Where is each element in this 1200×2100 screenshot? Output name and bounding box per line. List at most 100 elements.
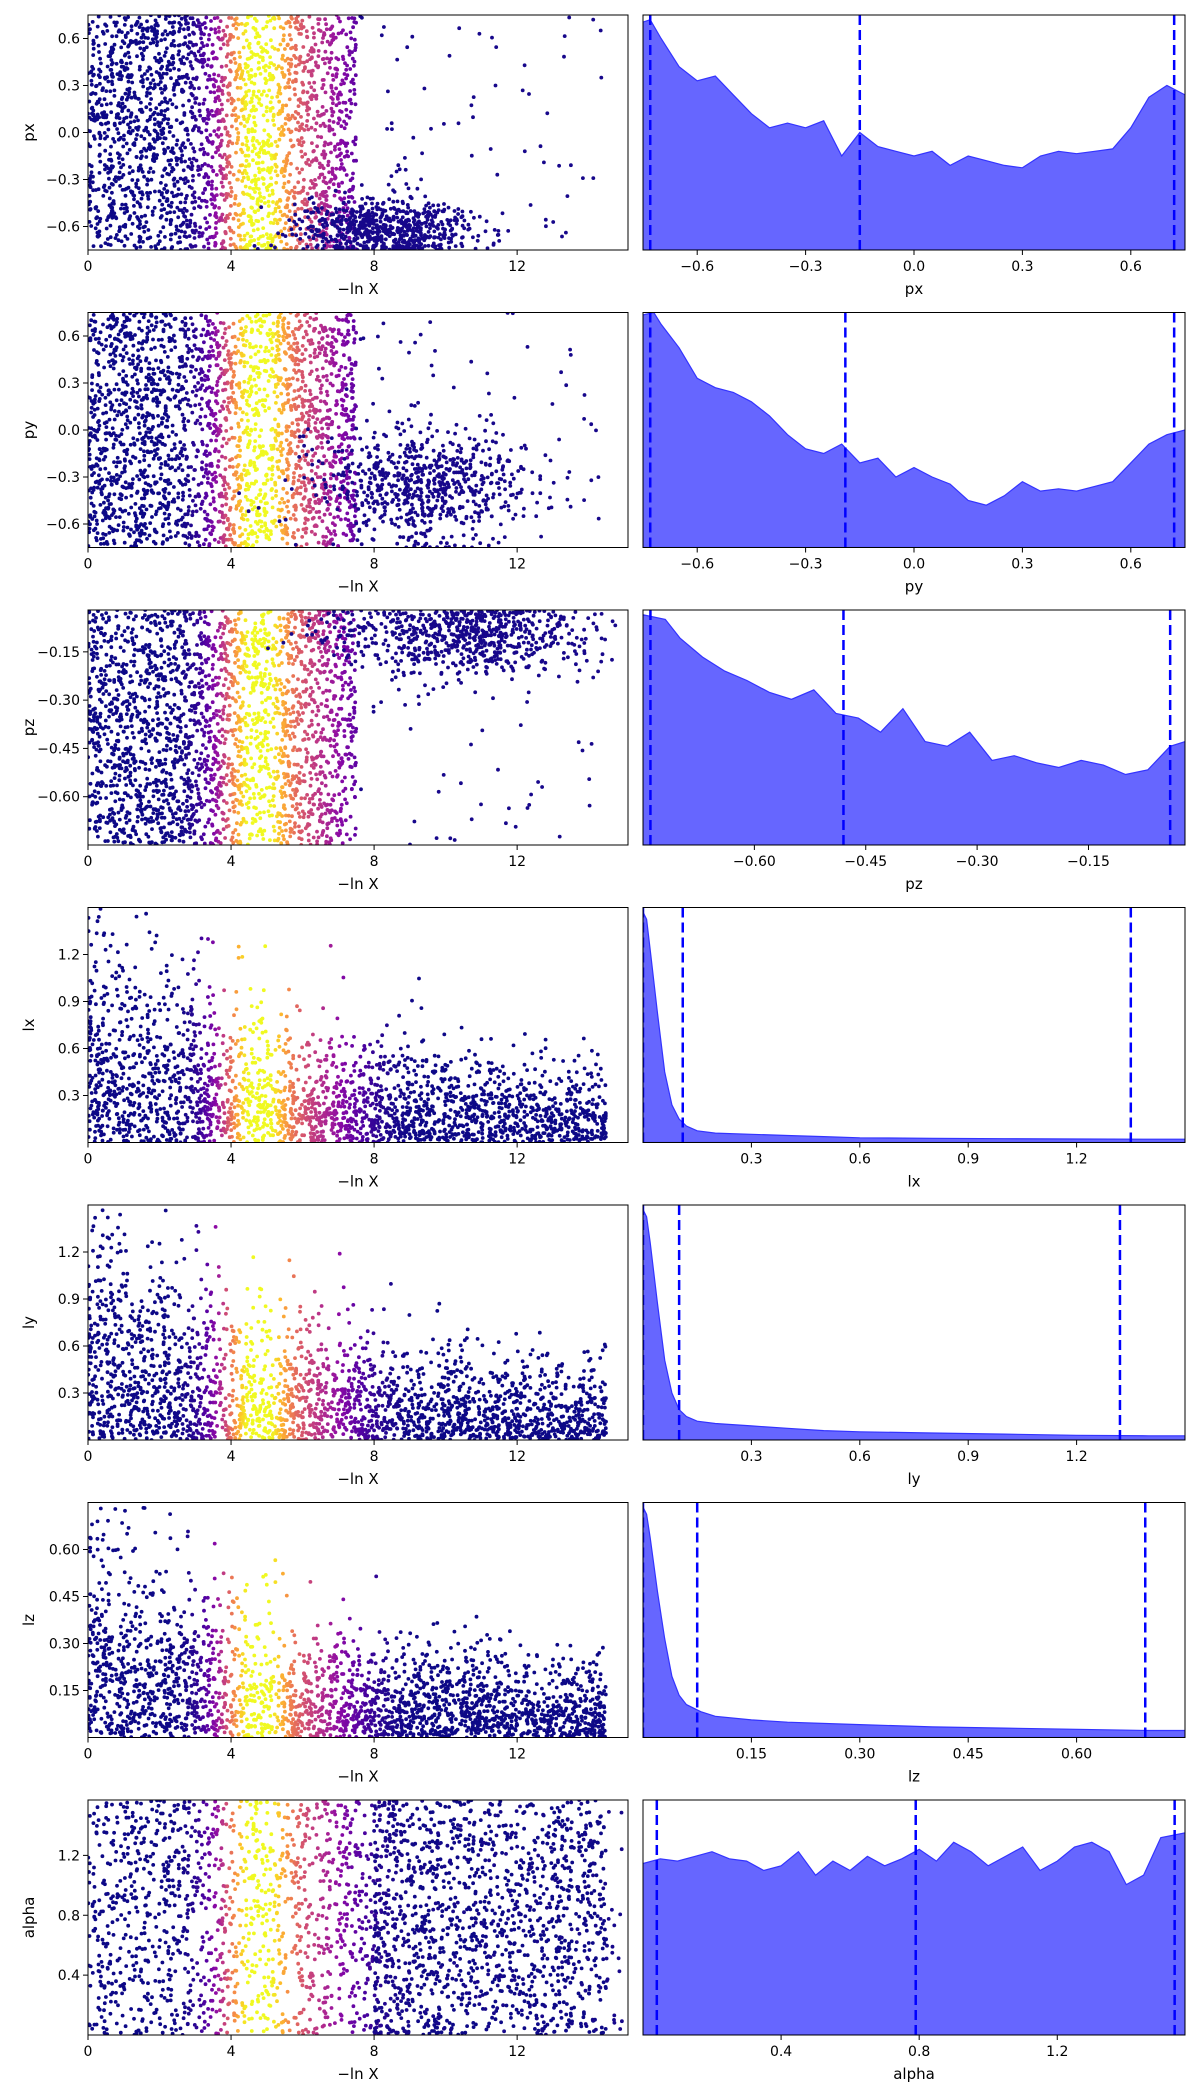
scatter-point [395,215,400,220]
scatter-point [220,454,224,459]
scatter-point [145,182,150,187]
scatter-point [125,237,130,241]
scatter-point [197,196,202,201]
scatter-point [350,385,354,390]
scatter-point [91,244,96,249]
scatter-point [269,38,273,43]
scatter-point [95,24,100,29]
scatter-point [97,171,102,175]
scatter-point [217,29,221,34]
scatter-point [208,426,213,430]
scatter-point [157,400,162,405]
scatter-point [325,334,330,338]
scatter-point [483,229,488,234]
scatter-point [175,205,180,210]
scatter-point [193,421,198,426]
scatter-point [299,485,303,490]
scatter-point [141,78,145,82]
scatter-point [157,60,162,65]
scatter-point [140,531,145,536]
scatter-point [165,189,170,194]
scatter-point [249,68,254,72]
scatter-point [244,135,249,140]
scatter-point [123,91,128,96]
scatter-point [357,223,362,228]
scatter-point [416,220,420,225]
scatter-point [168,162,172,167]
scatter-point [140,110,145,114]
scatter-point [567,15,572,20]
scatter-point [93,510,98,515]
scatter-point [165,211,170,216]
scatter-point [286,127,291,132]
scatter-point [314,183,318,187]
x-tick-label: 8 [370,259,379,275]
scatter-point [123,52,128,57]
scatter-point [187,234,192,239]
scatter-point [198,46,203,51]
scatter-point [317,161,322,166]
scatter-point [141,84,146,89]
scatter-point [326,163,330,168]
scatter-point [325,71,330,76]
scatter-point [331,78,336,82]
scatter-point [171,177,176,182]
scatter-point [105,64,110,69]
scatter-point [320,426,324,431]
scatter-point [90,111,94,116]
scatter-point [329,41,334,45]
scatter-point [177,75,181,79]
scatter-point [280,232,285,237]
scatter-point [185,521,190,526]
scatter-point [320,233,324,237]
scatter-point [155,404,160,408]
scatter-point [321,149,326,154]
scatter-point [431,241,436,246]
scatter-point [154,320,159,325]
scatter-point [290,330,295,334]
scatter-point [124,374,129,378]
scatter-point [297,241,302,246]
scatter-point [107,516,112,521]
scatter-point [354,20,358,25]
scatter-point [108,89,113,94]
scatter-point [166,203,171,208]
scatter-point [135,54,139,59]
scatter-point [335,402,339,407]
scatter-point [236,233,241,238]
scatter-point [150,213,155,217]
scatter-point [330,335,335,339]
scatter-point [88,99,92,104]
scatter-point [120,39,125,44]
scatter-point [205,63,210,68]
scatter-point [271,321,276,326]
scatter-point [115,455,120,460]
scatter-point [288,172,292,177]
scatter-point [148,166,153,171]
scatter-point [95,222,100,226]
scatter-point [431,224,436,228]
scatter-point [330,24,335,29]
scatter-point [251,136,256,141]
scatter-point [189,50,194,55]
scatter-point [160,141,165,146]
scatter-point [223,544,228,548]
scatter-point [253,190,257,194]
scatter-point [214,399,218,404]
scatter-point [229,426,234,431]
scatter-point [248,345,253,349]
scatter-point [364,227,369,232]
scatter-point [246,177,251,182]
scatter-point [251,104,256,109]
scatter-point [348,436,353,440]
scatter-point [167,20,172,25]
scatter-point [194,117,198,122]
scatter-point [110,208,114,213]
scatter-point [275,447,280,452]
scatter-point [254,53,258,57]
scatter-point [460,209,465,214]
scatter-point [346,16,351,21]
scatter-point [196,168,200,173]
scatter-point [358,15,363,19]
scatter-point [341,214,345,219]
